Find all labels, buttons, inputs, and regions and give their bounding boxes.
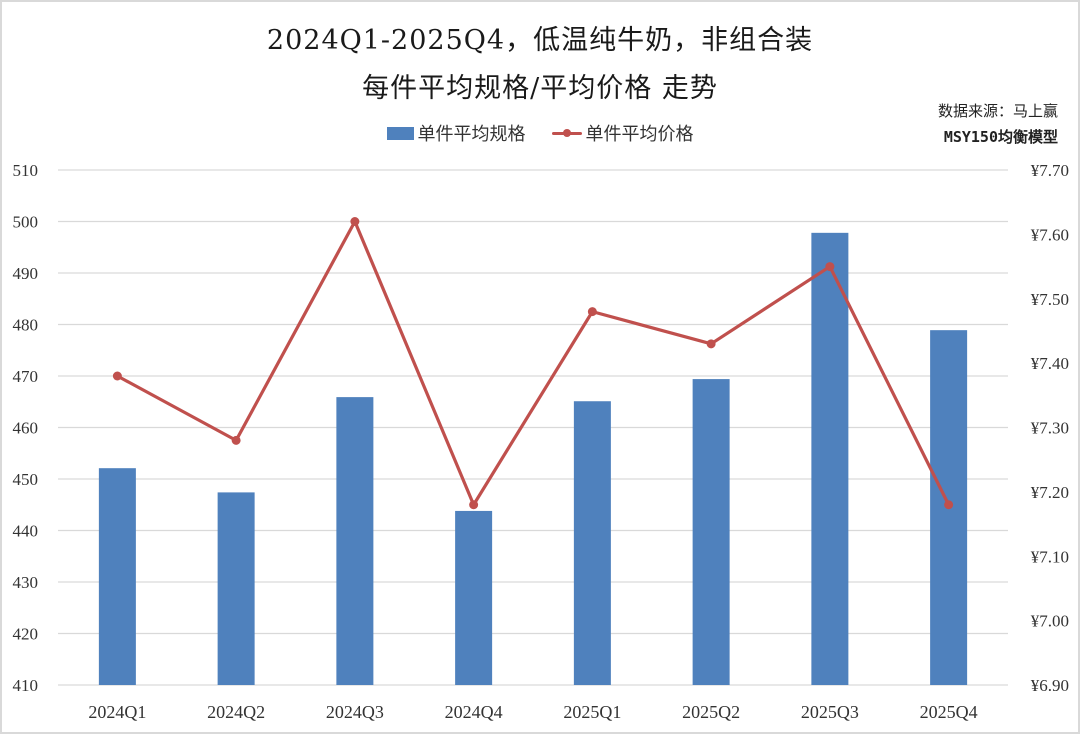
y-tick-label: 490 [13, 264, 39, 283]
bar-2025Q2 [692, 379, 730, 685]
y-tick-label: 430 [13, 573, 39, 592]
bar-2024Q3 [336, 397, 374, 685]
x-tick-label: 2025Q1 [563, 702, 621, 722]
y-tick-label: 510 [13, 161, 39, 180]
bar-2025Q1 [573, 401, 611, 685]
bar-2024Q1 [98, 468, 136, 685]
y-tick-label: 470 [13, 367, 39, 386]
price-point-2024Q3 [350, 217, 360, 226]
x-tick-label: 2025Q4 [920, 702, 978, 722]
legend-item-bar: 单件平均规格 [386, 120, 526, 146]
legend-line-label: 单件平均价格 [585, 124, 694, 145]
y-tick-label: 410 [13, 676, 39, 695]
y-tick-label: 500 [13, 213, 39, 232]
source-line1: 数据来源：马上赢 [937, 102, 1058, 120]
line-series [112, 217, 954, 510]
chart-title-line1: 2024Q1-2025Q4，低温纯牛奶，非组合装 [266, 25, 814, 56]
price-point-2025Q3 [825, 262, 835, 272]
price-point-2024Q4 [469, 500, 479, 510]
gridlines [58, 169, 1008, 686]
x-axis: 2024Q1 2024Q2 2024Q3 2024Q4 2025Q1 2025Q2 2025… [88, 702, 977, 722]
y2-tick-label: ¥7.60 [1031, 225, 1069, 244]
bar-2024Q2 [217, 492, 255, 685]
y2-tick-label: ¥7.50 [1031, 290, 1069, 309]
price-point-2024Q1 [112, 371, 122, 381]
y2-tick-label: ¥6.90 [1031, 676, 1069, 695]
x-tick-label: 2024Q2 [207, 702, 265, 722]
y2-tick-label: ¥7.30 [1031, 419, 1069, 438]
price-line [116, 219, 951, 507]
y-tick-label: 420 [13, 625, 39, 644]
legend-item-line: 单件平均价格 [551, 120, 694, 146]
bar-series [98, 232, 968, 685]
x-tick-label: 2024Q1 [88, 702, 146, 722]
price-point-2024Q2 [231, 435, 241, 445]
x-tick-label: 2025Q3 [801, 702, 859, 722]
y-tick-label: 480 [13, 316, 39, 335]
x-tick-label: 2024Q3 [326, 702, 384, 722]
bar-2024Q4 [455, 510, 493, 685]
y-tick-label: 440 [13, 522, 39, 541]
price-point-2025Q1 [587, 307, 597, 317]
y2-tick-label: ¥7.00 [1031, 612, 1069, 631]
right-y-axis: ¥7.70 ¥7.60 ¥7.50 ¥7.40 ¥7.30 ¥7.20 ¥7.10 ¥7.00… [1031, 161, 1069, 695]
chart-title-line2: 每件平均规格/平均价格 走势 [362, 73, 718, 104]
left-y-axis: 510 500 490 480 470 460 450 440 430 420 410 [13, 161, 39, 695]
chart-legend: 单件平均规格 单件平均价格 [0, 120, 1080, 146]
y2-tick-label: ¥7.40 [1031, 354, 1069, 373]
legend-bar-label: 单件平均规格 [417, 124, 526, 145]
y2-tick-label: ¥7.20 [1031, 483, 1069, 502]
price-point-2025Q4 [944, 500, 954, 510]
y-tick-label: 460 [13, 419, 39, 438]
data-source-note: 数据来源：马上赢 MSY150均衡模型 [938, 98, 1058, 150]
source-line2: MSY150均衡模型 [943, 128, 1058, 146]
y-tick-label: 450 [13, 470, 39, 489]
price-point-2025Q2 [706, 339, 716, 349]
y2-tick-label: ¥7.10 [1031, 547, 1069, 566]
x-tick-label: 2024Q4 [445, 702, 503, 722]
x-tick-label: 2025Q2 [682, 702, 740, 722]
legend-bar-swatch-icon [386, 126, 414, 140]
y2-tick-label: ¥7.70 [1031, 161, 1069, 180]
legend-line-marker-icon [551, 126, 582, 140]
bar-2025Q3 [811, 232, 849, 685]
